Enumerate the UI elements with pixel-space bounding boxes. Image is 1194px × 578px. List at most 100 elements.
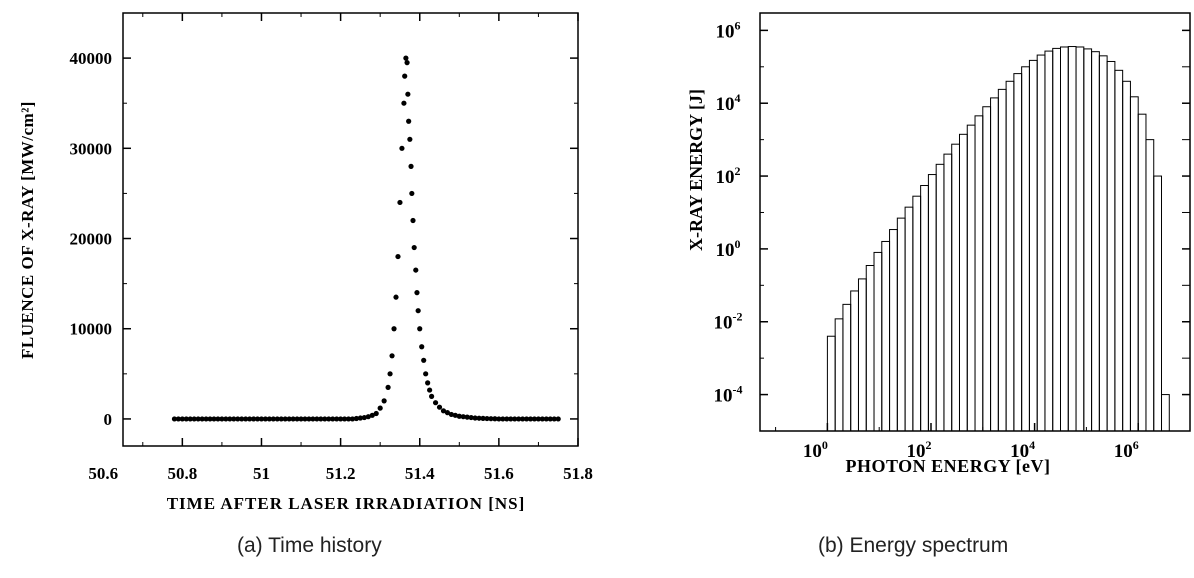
- x-tick-label: 51: [253, 464, 270, 483]
- x-tick-label: 51.4: [405, 464, 435, 483]
- y-tick-label: 30000: [70, 139, 113, 158]
- data-point: [419, 344, 425, 350]
- data-point: [171, 416, 178, 422]
- data-point: [258, 416, 265, 422]
- data-point: [520, 416, 526, 422]
- data-point: [387, 371, 393, 377]
- data-point: [393, 294, 399, 300]
- x-tick-label: 50.8: [167, 464, 197, 483]
- data-point: [427, 387, 433, 393]
- histogram-bar: [912, 195, 922, 432]
- histogram-bar: [896, 217, 906, 432]
- x-tick-label: 50.6: [88, 464, 118, 483]
- data-point: [405, 91, 411, 97]
- y-tick-label: 104: [716, 91, 741, 115]
- data-point: [191, 416, 197, 422]
- data-point: [389, 353, 395, 359]
- histogram-bar: [982, 106, 992, 432]
- data-point: [211, 416, 217, 422]
- y-axis-label: FLUENCE OF X-RAY [MW/cm²]: [18, 101, 37, 359]
- data-point: [219, 416, 225, 422]
- data-point: [444, 410, 451, 416]
- data-point: [381, 398, 387, 404]
- chart-time-history: 50.6 50.8 51 51.2 51.4 51.6 51.8 0 10000 20000 30…: [18, 12, 593, 513]
- histogram-bar: [1091, 51, 1100, 432]
- data-point: [282, 416, 288, 422]
- y-tick-label: 10000: [70, 320, 113, 339]
- y-tick-label: 100: [716, 237, 741, 261]
- data-point: [414, 290, 420, 296]
- histogram-bar: [857, 278, 867, 432]
- histogram-bar: [1122, 80, 1131, 432]
- x-axis-label: TIME AFTER LASER IRRADIATION [NS]: [167, 494, 526, 513]
- data-point: [436, 404, 443, 410]
- data-point: [353, 415, 360, 422]
- histogram-bar: [1098, 55, 1108, 432]
- data-point: [413, 267, 419, 273]
- plot-frame: [122, 12, 579, 447]
- caption-time-history: (a) Time history: [237, 534, 382, 557]
- y-tick-label: 0: [104, 410, 113, 429]
- histogram-bar: [1114, 69, 1124, 432]
- data-point: [278, 416, 284, 422]
- x-tick-labels: 100 102 104 106: [803, 438, 1139, 462]
- data-point: [555, 416, 561, 422]
- histogram-bar: [1028, 59, 1038, 432]
- data-point: [262, 416, 269, 422]
- data-point: [286, 416, 292, 422]
- data-point: [535, 416, 542, 422]
- data-point: [460, 414, 466, 420]
- histogram-bar: [958, 133, 968, 432]
- histogram-bar: [834, 318, 844, 432]
- histogram-bar: [974, 115, 984, 432]
- data-point: [410, 217, 416, 224]
- x-tick-label: 100: [803, 438, 828, 462]
- data-point: [187, 416, 193, 422]
- histogram-bar: [997, 88, 1007, 432]
- data-point: [409, 190, 415, 197]
- data-point: [448, 411, 454, 418]
- histogram-bar: [1013, 73, 1023, 432]
- data-point: [215, 416, 221, 422]
- data-point: [504, 416, 510, 422]
- data-point: [175, 416, 181, 422]
- data-point: [254, 416, 261, 422]
- histogram-bar: [1044, 50, 1054, 432]
- y-tick-labels: 0 10000 20000 30000 40000: [70, 49, 113, 429]
- data-point: [484, 415, 490, 422]
- data-point: [203, 416, 209, 422]
- tick-marks: [123, 13, 579, 446]
- data-point: [223, 416, 229, 422]
- data-point: [403, 55, 409, 61]
- data-point: [314, 416, 320, 422]
- histogram-bar: [920, 185, 929, 432]
- data-point: [423, 371, 429, 377]
- data-point: [318, 416, 324, 422]
- data-point: [468, 414, 474, 421]
- data-point: [207, 416, 213, 422]
- x-tick-label: 102: [906, 438, 931, 462]
- data-point: [404, 60, 410, 66]
- histogram-bar: [1129, 96, 1139, 432]
- histogram-bar: [1021, 66, 1030, 432]
- data-point: [365, 414, 371, 420]
- y-tick-label: 10-4: [714, 383, 743, 407]
- data-point: [523, 416, 530, 422]
- data-point: [357, 415, 363, 421]
- data-point: [480, 415, 486, 421]
- data-point: [199, 416, 205, 422]
- caption-energy-spectrum: (b) Energy spectrum: [818, 534, 1009, 557]
- histogram-bar: [1161, 394, 1170, 432]
- data-points: [171, 55, 561, 422]
- data-point: [421, 357, 427, 363]
- x-tick-label: 51.2: [326, 464, 356, 483]
- data-point: [369, 412, 375, 418]
- data-point: [345, 416, 352, 422]
- data-point: [310, 416, 316, 422]
- data-point: [408, 163, 414, 169]
- data-point: [274, 416, 280, 422]
- data-point: [195, 416, 201, 422]
- data-point: [338, 416, 344, 422]
- y-tick-label: 10-2: [714, 310, 743, 334]
